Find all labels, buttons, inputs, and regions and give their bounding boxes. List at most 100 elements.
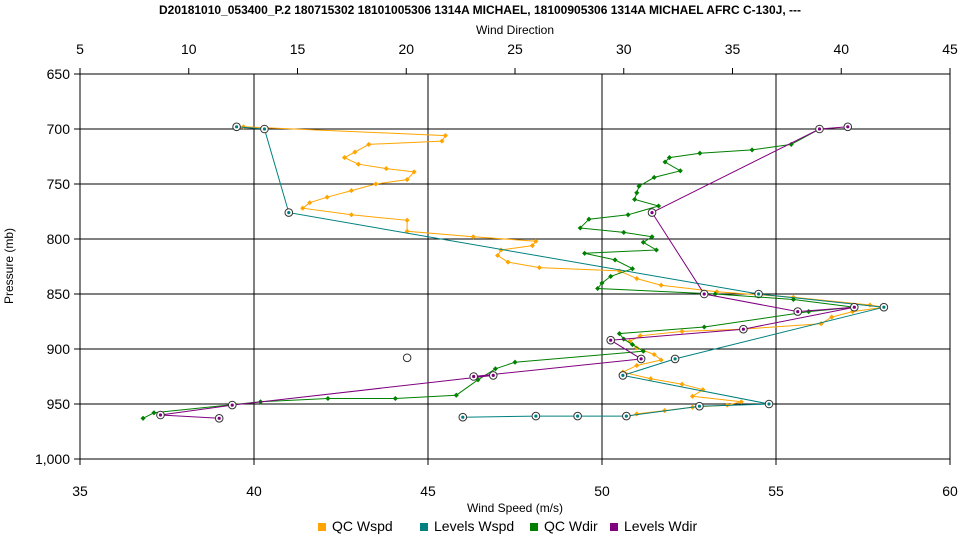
- data-point-core: [235, 125, 239, 129]
- x-bottom-ticks: 35 40 45 50 55 60: [72, 459, 958, 499]
- x-bottom-axis-label: Wind Speed (m/s): [467, 501, 563, 515]
- data-point: [749, 147, 755, 153]
- x-top-tick-label: 5: [76, 41, 84, 57]
- data-point: [634, 190, 640, 196]
- data-point: [492, 366, 498, 372]
- data-point: [806, 309, 812, 315]
- data-point: [439, 138, 445, 144]
- data-point: [325, 395, 331, 402]
- data-point-core: [882, 305, 886, 309]
- data-point-core: [650, 211, 654, 215]
- data-point: [383, 166, 389, 172]
- x-top-tick-label: 20: [398, 41, 414, 57]
- data-point: [495, 252, 501, 259]
- data-point: [629, 266, 635, 272]
- x-bottom-tick-label: 60: [942, 483, 958, 499]
- series-line: [236, 126, 885, 418]
- data-point: [689, 393, 696, 399]
- x-top-tick-label: 10: [181, 41, 197, 57]
- data-point: [679, 328, 685, 334]
- data-point: [366, 141, 372, 147]
- legend-swatch-qc-wspd: [318, 523, 326, 531]
- data-point: [829, 314, 835, 320]
- data-point-core: [697, 404, 702, 408]
- data-point: [658, 357, 664, 363]
- data-point: [634, 362, 640, 369]
- y-tick-label: 850: [47, 286, 71, 302]
- plot-area: [79, 73, 951, 460]
- data-point-core: [673, 357, 677, 361]
- data-point-core: [621, 373, 625, 377]
- legend: QC Wspd Levels Wspd QC Wdir Levels Wdir: [318, 518, 697, 534]
- data-point: [536, 265, 542, 271]
- data-point: [701, 324, 707, 330]
- data-point-core: [230, 403, 234, 407]
- data-point-core: [461, 415, 465, 419]
- series-line: [160, 126, 855, 419]
- data-point: [634, 276, 640, 282]
- data-point: [651, 174, 657, 180]
- data-point: [470, 234, 476, 240]
- data-point: [612, 257, 618, 263]
- data-point-core: [158, 413, 163, 417]
- data-point: [373, 181, 379, 187]
- legend-swatch-levels-wspd: [420, 523, 428, 531]
- chart-title: D20181010_053400_P.2 180715302 181010053…: [159, 3, 801, 17]
- x-top-tick-label: 30: [616, 41, 632, 57]
- series-levels-wspd: [232, 122, 889, 422]
- data-point-core: [217, 416, 221, 420]
- y-tick-label: 750: [47, 176, 71, 192]
- data-point: [640, 239, 646, 245]
- extra-point: [402, 353, 412, 363]
- data-point-core: [796, 310, 800, 314]
- data-point: [307, 200, 313, 206]
- x-top-axis-label: Wind Direction: [476, 23, 554, 37]
- data-point: [621, 229, 627, 235]
- y-tick-label: 1,000: [35, 451, 70, 467]
- data-point-core: [767, 402, 771, 406]
- data-point-core: [757, 292, 761, 296]
- data-point-core: [639, 357, 643, 361]
- data-point-core: [846, 125, 850, 129]
- series-line: [243, 126, 884, 418]
- legend-label-levels-wdir: Levels Wdir: [624, 518, 697, 534]
- data-point: [738, 399, 744, 405]
- data-point: [634, 411, 640, 417]
- data-point: [625, 212, 631, 218]
- data-point-core: [817, 127, 822, 131]
- x-bottom-tick-label: 35: [72, 483, 88, 499]
- data-point: [712, 291, 718, 297]
- data-point: [348, 188, 354, 194]
- series-line: [142, 128, 855, 419]
- y-tick-label: 800: [47, 231, 71, 247]
- x-bottom-tick-label: 45: [420, 483, 436, 499]
- data-point: [341, 155, 348, 161]
- data-point: [529, 243, 535, 249]
- data-point-core: [702, 292, 706, 296]
- data-point-core: [624, 414, 628, 418]
- data-point: [599, 280, 605, 286]
- data-point: [392, 395, 398, 402]
- data-point: [651, 351, 657, 358]
- data-point: [677, 168, 683, 174]
- legend-label-qc-wspd: QC Wspd: [332, 518, 393, 534]
- data-point: [658, 282, 664, 288]
- data-point: [649, 234, 655, 240]
- data-point: [867, 302, 873, 308]
- data-point: [355, 161, 361, 167]
- data-point-core: [741, 327, 745, 331]
- data-point: [582, 250, 588, 256]
- data-point-core: [534, 414, 538, 418]
- y-ticks: 650 700 750 800 850 900 950 1,000: [35, 66, 80, 467]
- legend-swatch-levels-wdir: [610, 523, 618, 531]
- legend-label-qc-wdir: QC Wdir: [544, 518, 598, 534]
- data-point-core: [576, 414, 580, 418]
- data-point: [512, 359, 518, 365]
- data-point: [453, 392, 459, 398]
- y-tick-label: 950: [47, 396, 71, 412]
- x-top-tick-label: 25: [507, 41, 523, 57]
- data-point: [442, 133, 448, 139]
- y-tick-label: 650: [47, 66, 71, 82]
- y-tick-label: 700: [47, 121, 71, 137]
- data-point-core: [262, 127, 267, 131]
